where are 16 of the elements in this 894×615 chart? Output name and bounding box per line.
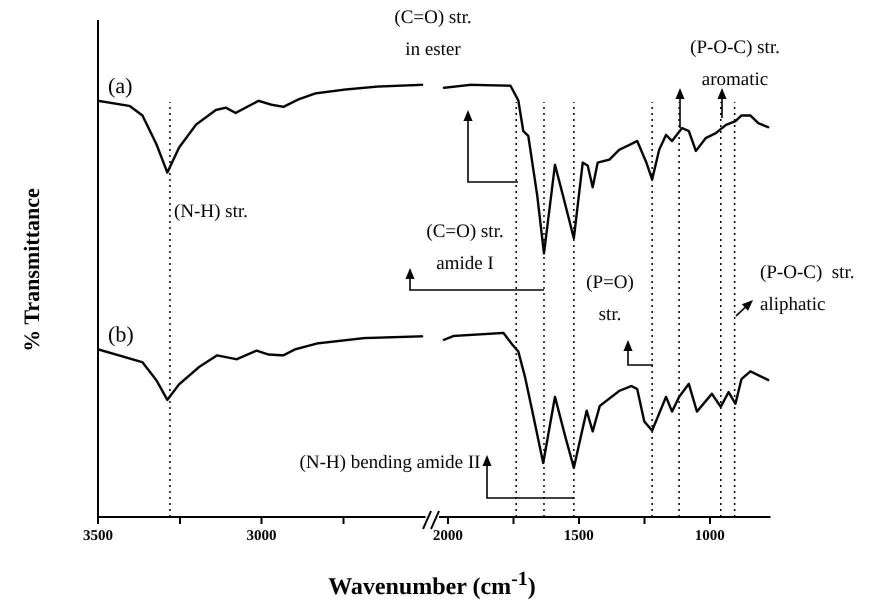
y-axis-title: % Transmittance	[19, 188, 45, 352]
annotation: (P-O-C) str. aliphatic	[760, 262, 854, 315]
x-tick-label: 2000	[432, 528, 463, 544]
x-tick-label: 1000	[694, 528, 725, 544]
series-label: (a)	[108, 72, 132, 98]
annotation: (N-H) str.	[174, 200, 248, 222]
annotation: (P=O) str.	[586, 272, 634, 325]
series-label: (b)	[108, 321, 134, 346]
x-tick-label: 3000	[246, 528, 276, 544]
annotation: (C=O) str. amide I	[426, 220, 504, 274]
x-tick-label: 3500	[83, 528, 113, 544]
annotation: (P-O-C) str. aromatic	[690, 36, 780, 90]
annotation: (N-H) bending amide II	[300, 452, 480, 473]
x-axis-title: Wavenumber (cm$^{-1}$)	[328, 568, 536, 601]
text: (C=O) str. in ester	[394, 6, 472, 60]
x-tick-label: 1500	[564, 528, 594, 544]
